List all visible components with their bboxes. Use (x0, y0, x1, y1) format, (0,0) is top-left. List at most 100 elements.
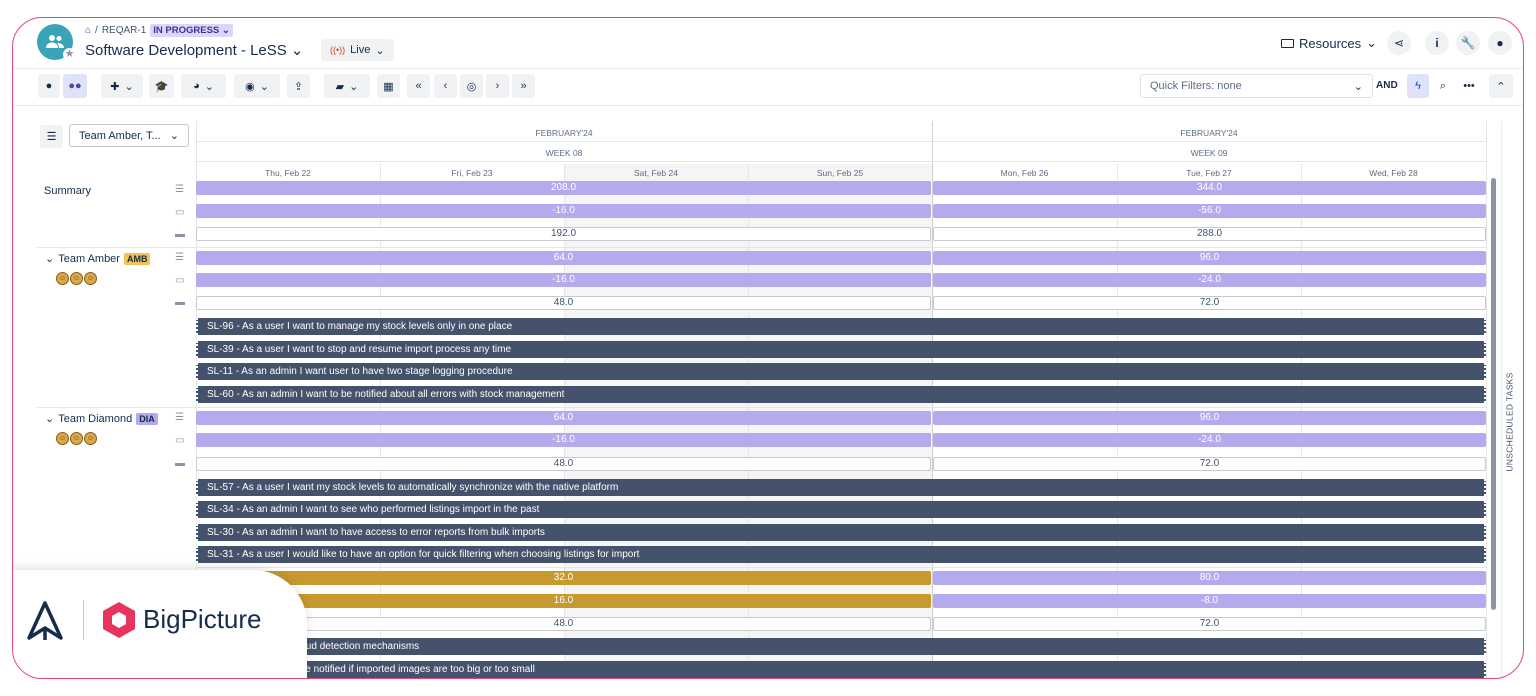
unscheduled-tasks-panel[interactable]: UNSCHEDULED TASKS (1501, 121, 1523, 678)
task-bar[interactable]: SL-11 - As an admin I want user to have … (196, 363, 1486, 380)
users-icon: ●● (68, 80, 82, 92)
share-icon[interactable]: ⋖ (1387, 31, 1411, 55)
task-bar[interactable]: SL-34 - As an admin I want to see who pe… (196, 501, 1486, 518)
double-chevron-left-icon: « (415, 80, 422, 92)
graduation-cap-icon: 🎓 (154, 80, 169, 93)
collapse-button[interactable]: ⌃ (1489, 74, 1513, 98)
chevron-down-icon: ⌄ (204, 80, 214, 93)
and-toggle[interactable]: AND (1376, 80, 1398, 91)
target-icon: ◎ (466, 80, 477, 93)
wrench-icon[interactable]: 🔧 (1456, 31, 1480, 55)
task-bar[interactable]: nt fraud detection mechanisms (196, 638, 1486, 655)
summary-workload-w08[interactable]: 208.0 (196, 181, 931, 195)
diamond-workload-w09[interactable]: 96.0 (933, 411, 1486, 425)
diamond-balance-w08[interactable]: -16.0 (196, 433, 931, 447)
amber-capacity-w08[interactable]: 48.0 (196, 296, 931, 310)
vertical-scrollbar[interactable] (1491, 178, 1496, 610)
team3-workload-w09[interactable]: 80.0 (933, 571, 1486, 585)
more-icon: ••• (1463, 80, 1475, 92)
quick-filters-select[interactable]: Quick Filters: none ⌄ (1140, 74, 1373, 98)
search-button[interactable]: ⌕ (1432, 74, 1454, 98)
brand-overlay: BigPicture (13, 570, 307, 678)
capacity-icon: ▭ (175, 207, 185, 218)
add-button[interactable]: ✚ ⌄ (101, 74, 143, 98)
task-bar[interactable]: SL-39 - As a user I want to stop and res… (196, 341, 1486, 358)
team-amber-label[interactable]: ⌄ Team Amber AMB (45, 252, 151, 265)
lightning-filter-button[interactable]: ϟ (1407, 74, 1429, 98)
chevron-left-icon: ‹ (443, 80, 448, 92)
diamond-capacity-w08[interactable]: 48.0 (196, 457, 931, 471)
team3-capacity-w09[interactable]: 72.0 (933, 617, 1486, 631)
team3-balance-w08[interactable]: 16.0 (196, 594, 931, 608)
page-title[interactable]: Software Development - LeSS ⌄ (85, 41, 304, 60)
avatar[interactable]: ☺ (84, 272, 97, 285)
calendar-button[interactable]: ▦ (377, 74, 400, 98)
capacity-icon: ▭ (175, 275, 185, 286)
favorite-star-icon[interactable]: ★ (63, 48, 76, 61)
scroll-far-left-button[interactable]: « (407, 74, 430, 98)
avatar[interactable]: ☺ (84, 432, 97, 445)
view-options-button[interactable]: ◉ ⌄ (234, 74, 280, 98)
single-user-view-button[interactable]: ● (38, 74, 60, 98)
avatar[interactable]: ☺ (70, 272, 83, 285)
amber-workload-w09[interactable]: 96.0 (933, 251, 1486, 265)
avatar[interactable]: ☺ (56, 272, 69, 285)
group-select[interactable]: Team Amber, T... ⌄ (69, 124, 189, 147)
remaining-icon: ▬ (175, 297, 185, 308)
summary-workload-w09[interactable]: 344.0 (933, 181, 1486, 195)
home-icon[interactable]: ⌂ (85, 25, 92, 36)
team-view-button[interactable]: ●● (63, 74, 87, 98)
info-icon[interactable]: i (1425, 31, 1449, 55)
chevron-down-icon: ⌄ (375, 44, 385, 57)
user-icon[interactable]: ● (1488, 31, 1512, 55)
status-badge[interactable]: IN PROGRESS ⌄ (150, 24, 233, 37)
dashboard-button[interactable]: ◕ ⌄ (181, 74, 226, 98)
plus-icon: ✚ (110, 80, 120, 93)
skills-button[interactable]: 🎓 (149, 74, 174, 98)
chevron-down-icon: ⌄ (45, 253, 55, 265)
amber-balance-w08[interactable]: -16.0 (196, 273, 931, 287)
toolbar: ● ●● ✚ ⌄ 🎓 ◕ ⌄ ◉ ⌄ ⇪ ▰ ⌄ ▦ « ‹ ◎ › » Quick F… (13, 69, 1523, 106)
remaining-icon: ▬ (175, 229, 185, 240)
avatar[interactable]: ☺ (70, 432, 83, 445)
group-by-button[interactable]: ☰ (40, 125, 63, 148)
task-bar[interactable]: SL-30 - As an admin I want to have acces… (196, 524, 1486, 541)
live-mode-button[interactable]: ((•)) Live ⌄ (321, 39, 394, 61)
avatar[interactable]: ☺ (56, 432, 69, 445)
team3-balance-w09[interactable]: -8.0 (933, 594, 1486, 608)
breadcrumb-project[interactable]: REQAR-1 (101, 25, 147, 36)
team-diamond-members: ☺ ☺ ☺ (56, 432, 97, 445)
summary-capacity-w08[interactable]: 192.0 (196, 227, 931, 241)
diamond-capacity-w09[interactable]: 72.0 (933, 457, 1486, 471)
task-bar[interactable]: SL-57 - As a user I want my stock levels… (196, 479, 1486, 496)
export-button[interactable]: ⇪ (287, 74, 310, 98)
summary-balance-w09[interactable]: -56.0 (933, 204, 1486, 218)
amber-balance-w09[interactable]: -24.0 (933, 273, 1486, 287)
chevron-down-icon: ⌄ (290, 42, 304, 59)
amber-capacity-w09[interactable]: 72.0 (933, 296, 1486, 310)
resources-button[interactable]: Resources ⌄ (1281, 35, 1377, 51)
ruler-button[interactable]: ▰ ⌄ (324, 74, 370, 98)
more-button[interactable]: ••• (1457, 74, 1481, 98)
amber-workload-w08[interactable]: 64.0 (196, 251, 931, 265)
week-label: WEEK 09 (1190, 148, 1228, 158)
scroll-far-right-button[interactable]: » (512, 74, 535, 98)
row-labels: Summary ☰ ▭ ▬ ⌄ Team Amber AMB ☺ ☺ ☺ ☰ ▭… (13, 121, 196, 678)
day-label: Wed, Feb 28 (1369, 168, 1418, 178)
diamond-workload-w08[interactable]: 64.0 (196, 411, 931, 425)
summary-balance-w08[interactable]: -16.0 (196, 204, 931, 218)
project-avatar[interactable] (37, 24, 73, 60)
chevron-down-icon: ⌄ (259, 80, 269, 93)
task-bar[interactable]: SL-31 - As a user I would like to have a… (196, 546, 1486, 563)
team-diamond-label[interactable]: ⌄ Team Diamond DIA (45, 412, 158, 425)
summary-capacity-w09[interactable]: 288.0 (933, 227, 1486, 241)
diamond-balance-w09[interactable]: -24.0 (933, 433, 1486, 447)
task-bar[interactable]: t to be notified if imported images are … (196, 661, 1486, 678)
today-button[interactable]: ◎ (460, 74, 483, 98)
task-bar[interactable]: SL-60 - As an admin I want to be notifie… (196, 386, 1486, 403)
broadcast-icon: ((•)) (330, 45, 346, 55)
scroll-left-button[interactable]: ‹ (434, 74, 457, 98)
team3-workload-w08[interactable]: 32.0 (196, 571, 931, 585)
task-bar[interactable]: SL-96 - As a user I want to manage my st… (196, 318, 1486, 335)
scroll-right-button[interactable]: › (486, 74, 509, 98)
